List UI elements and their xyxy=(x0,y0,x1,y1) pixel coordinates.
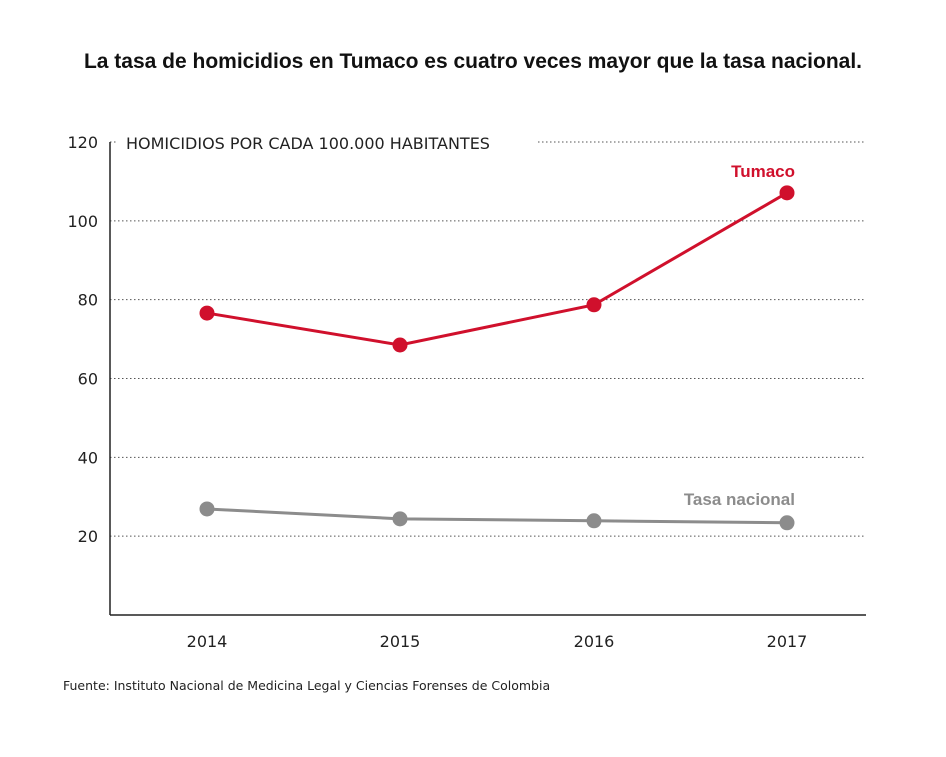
x-tick-label: 2014 xyxy=(187,632,228,651)
series-label: Tasa nacional xyxy=(684,490,795,509)
y-tick-label: 60 xyxy=(78,370,98,389)
data-point xyxy=(779,515,795,531)
y-tick-label: 40 xyxy=(78,448,98,467)
y-axis-label: HOMICIDIOS POR CADA 100.000 HABITANTES xyxy=(126,134,490,153)
x-tick-label: 2015 xyxy=(380,632,421,651)
series-label: Tumaco xyxy=(731,162,795,181)
y-tick-label: 100 xyxy=(67,212,98,231)
data-point xyxy=(586,513,602,529)
y-tick-label: 120 xyxy=(67,133,98,152)
data-point xyxy=(199,501,215,517)
y-tick-label: 20 xyxy=(78,527,98,546)
data-point xyxy=(779,185,795,201)
x-tick-label: 2016 xyxy=(574,632,615,651)
x-tick-label: 2017 xyxy=(767,632,808,651)
series-line-tumaco xyxy=(206,191,788,347)
data-point xyxy=(586,297,602,313)
series-line-tasa-nacional xyxy=(206,507,788,525)
data-point xyxy=(199,305,215,321)
source-note: Fuente: Instituto Nacional de Medicina L… xyxy=(63,678,551,693)
data-point xyxy=(392,337,408,353)
y-tick-label: 80 xyxy=(78,291,98,310)
data-point xyxy=(392,511,408,527)
chart-title: La tasa de homicidios en Tumaco es cuatr… xyxy=(83,50,863,73)
